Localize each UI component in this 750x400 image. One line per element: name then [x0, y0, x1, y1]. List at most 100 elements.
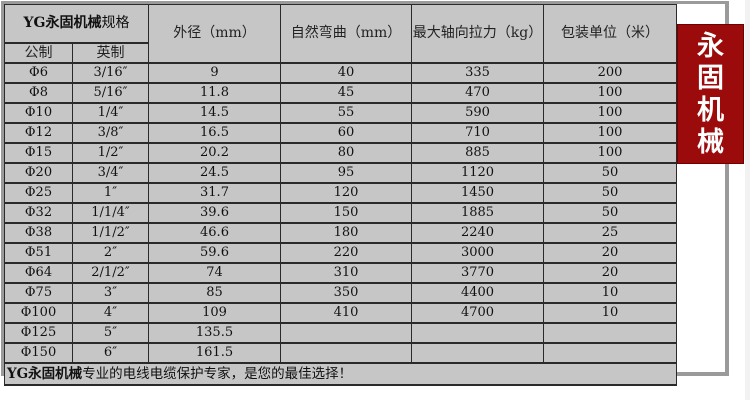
outer-diameter-cell: 14.5: [148, 102, 281, 124]
imperial-size-cell: 1″: [72, 182, 149, 204]
bend-radius-cell: 120: [280, 182, 412, 204]
outer-diameter-cell: 59.6: [148, 242, 281, 264]
table-row: Φ10 1/4″ 14.5 55 590 100: [4, 102, 677, 124]
max-tension-cell: 4400: [411, 282, 544, 304]
bend-radius-cell: 95: [280, 162, 412, 184]
table-row: Φ25 1″ 31.7 120 1450 50: [4, 182, 677, 204]
max-tension-cell: 4700: [411, 302, 544, 324]
bend-radius-cell: 180: [280, 222, 412, 244]
metric-size-cell: Φ25: [4, 182, 73, 204]
package-unit-cell: 50: [543, 202, 677, 224]
package-unit-cell: 50: [543, 162, 677, 184]
package-unit-cell: 100: [543, 142, 677, 164]
metric-size-cell: Φ20: [4, 162, 73, 184]
metric-size-cell: Φ10: [4, 102, 73, 124]
outer-diameter-cell: 11.8: [148, 82, 281, 104]
table-row: Φ8 5/16″ 11.8 45 470 100: [4, 82, 677, 104]
outer-diameter-cell: 85: [148, 282, 281, 304]
bend-radius-cell: 310: [280, 262, 412, 284]
max-tension-cell: [411, 322, 544, 344]
brand-badge: 永 固 机 械: [677, 24, 744, 164]
package-unit-cell: 100: [543, 82, 677, 104]
badge-char: 固: [697, 63, 724, 94]
edge-strip: [745, 0, 750, 400]
table-row: Φ20 3/4″ 24.5 95 1120 50: [4, 162, 677, 184]
package-unit-cell: 100: [543, 102, 677, 124]
spec-label: 规格: [101, 15, 130, 32]
max-tension-cell: 1450: [411, 182, 544, 204]
footer-slogan: YG永固机械专业的电线电缆保护专家，是您的最佳选择！: [4, 362, 677, 386]
imperial-header: 英制: [72, 42, 149, 64]
imperial-size-cell: 4″: [72, 302, 149, 324]
metric-size-cell: Φ51: [4, 242, 73, 264]
footer-text: 专业的电线电缆保护专家，是您的最佳选择！: [82, 365, 353, 382]
max-tension-cell: [411, 342, 544, 364]
imperial-size-cell: 5″: [72, 322, 149, 344]
imperial-size-cell: 1/4″: [72, 102, 149, 124]
outer-diameter-cell: 16.5: [148, 122, 281, 144]
outer-diameter-cell: 24.5: [148, 162, 281, 184]
table-row: Φ6 3/16″ 9 40 335 200: [4, 62, 677, 84]
bend-header: 自然弯曲（mm）: [280, 4, 412, 64]
table-row: Φ32 1/1/4″ 39.6 150 1885 50: [4, 202, 677, 224]
package-unit-cell: [543, 322, 677, 344]
bend-radius-cell: 80: [280, 142, 412, 164]
imperial-size-cell: 1/2″: [72, 142, 149, 164]
outer-diameter-cell: 135.5: [148, 322, 281, 344]
table-row: Φ150 6″ 161.5: [4, 342, 677, 364]
package-unit-cell: 20: [543, 242, 677, 264]
outer-diameter-cell: 161.5: [148, 342, 281, 364]
outer-diameter-cell: 109: [148, 302, 281, 324]
spec-table: YG永固机械规格 外径（mm） 自然弯曲（mm） 最大轴向拉力（kg） 包装单位…: [4, 4, 677, 386]
bend-radius-cell: 40: [280, 62, 412, 84]
metric-size-cell: Φ150: [4, 342, 73, 364]
table-row: Φ75 3″ 85 350 4400 10: [4, 282, 677, 304]
table-row: Φ64 2/1/2″ 74 310 3770 20: [4, 262, 677, 284]
imperial-size-cell: 2/1/2″: [72, 262, 149, 284]
brand-label: YG永固机械: [23, 15, 102, 32]
imperial-size-cell: 3/16″: [72, 62, 149, 84]
bend-radius-cell: [280, 322, 412, 344]
outer-diameter-cell: 9: [148, 62, 281, 84]
metric-size-cell: Φ64: [4, 262, 73, 284]
bend-radius-cell: 410: [280, 302, 412, 324]
table-row: Φ38 1/1/2″ 46.6 180 2240 25: [4, 222, 677, 244]
outer-diameter-cell: 20.2: [148, 142, 281, 164]
max-tension-cell: 1885: [411, 202, 544, 224]
metric-size-cell: Φ8: [4, 82, 73, 104]
package-unit-cell: 100: [543, 122, 677, 144]
bend-radius-cell: 350: [280, 282, 412, 304]
max-tension-cell: 470: [411, 82, 544, 104]
bend-radius-cell: [280, 342, 412, 364]
metric-size-cell: Φ15: [4, 142, 73, 164]
package-unit-cell: 10: [543, 302, 677, 324]
metric-size-cell: Φ32: [4, 202, 73, 224]
table-row: Φ100 4″ 109 410 4700 10: [4, 302, 677, 324]
footer-brand: YG永固机械: [7, 365, 83, 382]
imperial-size-cell: 6″: [72, 342, 149, 364]
package-unit-cell: 25: [543, 222, 677, 244]
badge-char: 永: [697, 31, 724, 62]
bend-radius-cell: 45: [280, 82, 412, 104]
max-tension-cell: 885: [411, 142, 544, 164]
bend-radius-cell: 55: [280, 102, 412, 124]
metric-size-cell: Φ38: [4, 222, 73, 244]
imperial-size-cell: 1/1/2″: [72, 222, 149, 244]
outer-diameter-cell: 39.6: [148, 202, 281, 224]
badge-char: 机: [697, 95, 724, 126]
max-tension-cell: 3770: [411, 262, 544, 284]
imperial-size-cell: 2″: [72, 242, 149, 264]
max-tension-cell: 3000: [411, 242, 544, 264]
package-unit-cell: 200: [543, 62, 677, 84]
table-row: Φ51 2″ 59.6 220 3000 20: [4, 242, 677, 264]
metric-size-cell: Φ6: [4, 62, 73, 84]
table-row: Φ125 5″ 135.5: [4, 322, 677, 344]
outer-diameter-cell: 46.6: [148, 222, 281, 244]
table-row: Φ15 1/2″ 20.2 80 885 100: [4, 142, 677, 164]
outer-diameter-header: 外径（mm）: [148, 4, 281, 64]
metric-size-cell: Φ75: [4, 282, 73, 304]
table-row: Φ12 3/8″ 16.5 60 710 100: [4, 122, 677, 144]
package-header: 包装单位（米）: [543, 4, 677, 64]
bend-radius-cell: 60: [280, 122, 412, 144]
max-tension-cell: 2240: [411, 222, 544, 244]
